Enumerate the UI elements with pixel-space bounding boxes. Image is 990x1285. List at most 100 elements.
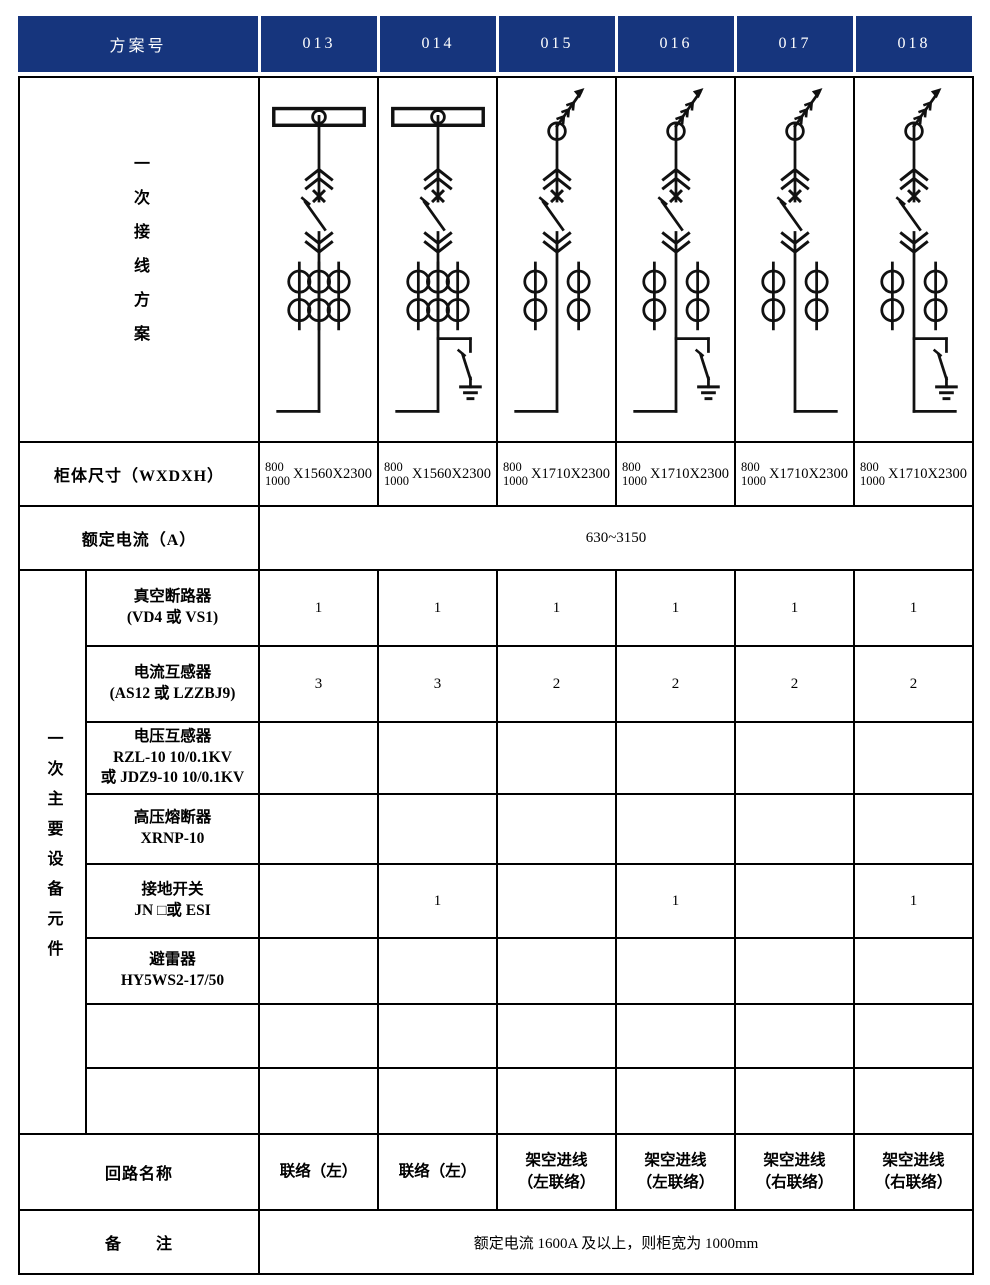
- width-options: 800 1000: [860, 459, 886, 488]
- equipment-name: 高压熔断器 XRNP-10: [85, 793, 260, 865]
- equipment-count: [734, 1067, 855, 1135]
- equipment-count: [377, 793, 498, 865]
- cabinet-size-value: 800 1000 X1560X2300: [258, 441, 379, 507]
- equipment-count: 1: [258, 569, 379, 647]
- equipment-count: [853, 1003, 974, 1069]
- equipment-count: [853, 721, 974, 795]
- cabinet-size-value: 800 1000 X1560X2300: [377, 441, 498, 507]
- equipment-name: [85, 1003, 260, 1069]
- equipment-count: 1: [377, 569, 498, 647]
- wiring-scheme-label: 一次接线方案: [18, 76, 260, 443]
- equipment-count: [258, 721, 379, 795]
- scheme-no-header: 方案号: [18, 16, 258, 72]
- equipment-count: 3: [377, 645, 498, 723]
- equipment-count: 2: [496, 645, 617, 723]
- equipment-name: 接地开关 JN □或 ESI: [85, 863, 260, 939]
- equipment-count: [615, 937, 736, 1005]
- circuit-name-row: 回路名称 联络（左） 联络（左） 架空进线 （左联络） 架空进线 （左联络） 架…: [18, 1133, 974, 1211]
- circuit-name-value: 架空进线 （右联络）: [853, 1133, 974, 1211]
- equipment-name: 电流互感器 (AS12 或 LZZBJ9): [85, 645, 260, 723]
- wiring-diagram: [761, 87, 838, 413]
- circuit-name-value: 架空进线 （右联络）: [734, 1133, 855, 1211]
- equipment-count: [734, 793, 855, 865]
- equipment-count: 2: [853, 645, 974, 723]
- equipment-count: 1: [615, 569, 736, 647]
- rated-current-label: 额定电流（A）: [18, 505, 260, 571]
- remark-label: 备 注: [18, 1209, 260, 1275]
- cabinet-size-value: 800 1000 X1710X2300: [496, 441, 617, 507]
- wiring-diagram: [633, 87, 720, 413]
- scheme-number: 015: [499, 16, 615, 72]
- width-options: 800 1000: [503, 459, 529, 488]
- equipment-count: [496, 793, 617, 865]
- equipment-count: [615, 721, 736, 795]
- equipment-count: [853, 937, 974, 1005]
- circuit-name-label: 回路名称: [18, 1133, 260, 1211]
- primary-equipment-label-text: 一次主要设备元件: [44, 729, 62, 970]
- diagram-cell: [258, 76, 379, 443]
- cabinet-size-value: 800 1000 X1710X2300: [734, 441, 855, 507]
- equipment-count: [496, 721, 617, 795]
- equipment-count: [377, 937, 498, 1005]
- equipment-count: [258, 793, 379, 865]
- rated-current-value: 630~3150: [258, 505, 974, 571]
- table-header-row: 方案号 013 014 015 016 017 018: [18, 16, 972, 72]
- scheme-number: 013: [261, 16, 377, 72]
- equipment-count: [734, 863, 855, 939]
- equipment-count: [734, 937, 855, 1005]
- equipment-count: 1: [853, 569, 974, 647]
- equipment-row: 一次主要设备元件 真空断路器 (VD4 或 VS1) 1 1 1 1 1 1: [18, 569, 974, 1135]
- primary-equipment-label: 一次主要设备元件: [18, 569, 87, 1135]
- circuit-name-value: 架空进线 （左联络）: [496, 1133, 617, 1211]
- scheme-number: 018: [856, 16, 972, 72]
- equipment-count: [496, 863, 617, 939]
- equipment-count: [258, 1067, 379, 1135]
- width-options: 800 1000: [265, 459, 291, 488]
- equipment-count: [853, 1067, 974, 1135]
- equipment-count: 1: [853, 863, 974, 939]
- diagram-cell: [615, 76, 736, 443]
- equipment-count: [258, 1003, 379, 1069]
- equipment-row: 接地开关 JN □或 ESI 1 1 1: [19, 863, 974, 939]
- equipment-count: [377, 721, 498, 795]
- width-options: 800 1000: [622, 459, 648, 488]
- equipment-count: 1: [377, 863, 498, 939]
- equipment-count: [853, 793, 974, 865]
- equipment-row: 高压熔断器 XRNP-10: [19, 793, 974, 865]
- equipment-count: 2: [615, 645, 736, 723]
- equipment-count: [496, 1003, 617, 1069]
- scheme-number: 016: [618, 16, 734, 72]
- diagram-cell: [734, 76, 855, 443]
- equipment-count: 2: [734, 645, 855, 723]
- wiring-scheme-label-text: 一次接线方案: [131, 155, 148, 359]
- diagram-cell: [853, 76, 974, 443]
- circuit-name-value: 架空进线 （左联络）: [615, 1133, 736, 1211]
- equipment-row: 电流互感器 (AS12 或 LZZBJ9) 3 3 2 2 2 2: [19, 645, 974, 723]
- equipment-row: 电压互感器 RZL-10 10/0.1KV 或 JDZ9-10 10/0.1KV: [19, 721, 974, 795]
- wiring-diagram: [272, 106, 366, 413]
- diagram-cell: [496, 76, 617, 443]
- equipment-count: [496, 937, 617, 1005]
- wiring-scheme-row: 一次接线方案: [18, 76, 974, 443]
- equipment-count: 1: [496, 569, 617, 647]
- equipment-count: [377, 1067, 498, 1135]
- equipment-count: [496, 1067, 617, 1135]
- equipment-count: [615, 1067, 736, 1135]
- spec-table: 一次接线方案 柜体尺寸（WXDXH） 800 1000 X1560X2300 800…: [18, 76, 974, 1275]
- equipment-count: [734, 721, 855, 795]
- wiring-diagram: [514, 87, 591, 413]
- scheme-number: 017: [737, 16, 853, 72]
- cabinet-size-value: 800 1000 X1710X2300: [615, 441, 736, 507]
- width-options: 800 1000: [741, 459, 767, 488]
- equipment-name: [85, 1067, 260, 1135]
- equipment-count: [377, 1003, 498, 1069]
- equipment-row: [19, 1067, 974, 1135]
- equipment-count: [258, 863, 379, 939]
- equipment-count: 1: [615, 863, 736, 939]
- cabinet-size-label: 柜体尺寸（WXDXH）: [18, 441, 260, 507]
- width-options: 800 1000: [384, 459, 410, 488]
- equipment-row: [19, 1003, 974, 1069]
- equipment-count: 1: [734, 569, 855, 647]
- scheme-number: 014: [380, 16, 496, 72]
